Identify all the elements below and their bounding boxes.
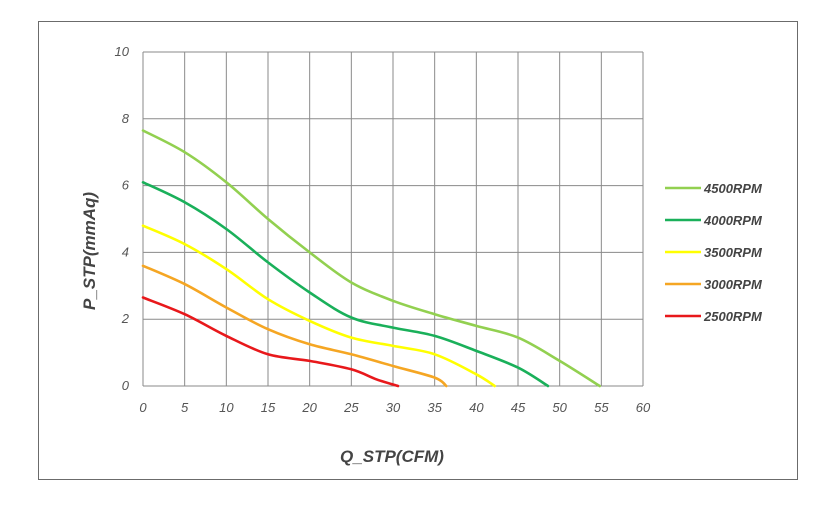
y-tick-label: 8 bbox=[122, 111, 130, 126]
x-tick-label: 30 bbox=[386, 400, 401, 415]
y-tick-label: 2 bbox=[121, 311, 130, 326]
series-lines bbox=[141, 129, 601, 388]
y-tick-label: 10 bbox=[115, 44, 130, 59]
x-tick-label: 0 bbox=[139, 400, 147, 415]
x-tick-label: 35 bbox=[427, 400, 442, 415]
chart-svg: 0 5 10 15 20 25 30 35 40 45 50 55 60 0 2 4 6 8 10 4500RPM… bbox=[80, 44, 763, 466]
x-tick-label: 25 bbox=[343, 400, 359, 415]
y-tick-label: 4 bbox=[122, 244, 129, 259]
legend-label-4500rpm: 4500RPM bbox=[703, 181, 763, 196]
y-tick-label: 6 bbox=[122, 178, 130, 193]
x-tick-label: 60 bbox=[636, 400, 651, 415]
series-line-3500rpm bbox=[141, 224, 496, 388]
chart-frame: 0 5 10 15 20 25 30 35 40 45 50 55 60 0 2 4 6 8 10 4500RPM… bbox=[38, 21, 798, 480]
y-axis-title: P_STP(mmAq) bbox=[80, 192, 99, 310]
x-axis-title: Q_STP(CFM) bbox=[340, 447, 444, 466]
legend-label-3000rpm: 3000RPM bbox=[704, 277, 763, 292]
legend: 4500RPM 4000RPM 3500RPM 3000RPM 2500RPM bbox=[665, 181, 763, 324]
legend-label-4000rpm: 4000RPM bbox=[703, 213, 763, 228]
x-tick-label: 55 bbox=[594, 400, 609, 415]
series-line-4500rpm bbox=[141, 129, 601, 388]
y-tick-label: 0 bbox=[122, 378, 130, 393]
x-tick-labels: 0 5 10 15 20 25 30 35 40 45 50 55 60 bbox=[139, 400, 651, 415]
legend-label-3500rpm: 3500RPM bbox=[704, 245, 763, 260]
x-tick-label: 15 bbox=[261, 400, 276, 415]
x-tick-label: 40 bbox=[469, 400, 484, 415]
legend-label-2500rpm: 2500RPM bbox=[703, 309, 763, 324]
x-tick-label: 5 bbox=[181, 400, 189, 415]
x-tick-label: 50 bbox=[552, 400, 567, 415]
series-line-2500rpm bbox=[141, 296, 400, 388]
x-tick-label: 10 bbox=[219, 400, 234, 415]
x-tick-label: 45 bbox=[511, 400, 526, 415]
y-tick-labels: 0 2 4 6 8 10 bbox=[115, 44, 130, 393]
x-tick-label: 20 bbox=[301, 400, 317, 415]
series-line-3000rpm bbox=[141, 264, 448, 388]
grid bbox=[142, 51, 644, 387]
series-line-4000rpm bbox=[141, 181, 550, 388]
